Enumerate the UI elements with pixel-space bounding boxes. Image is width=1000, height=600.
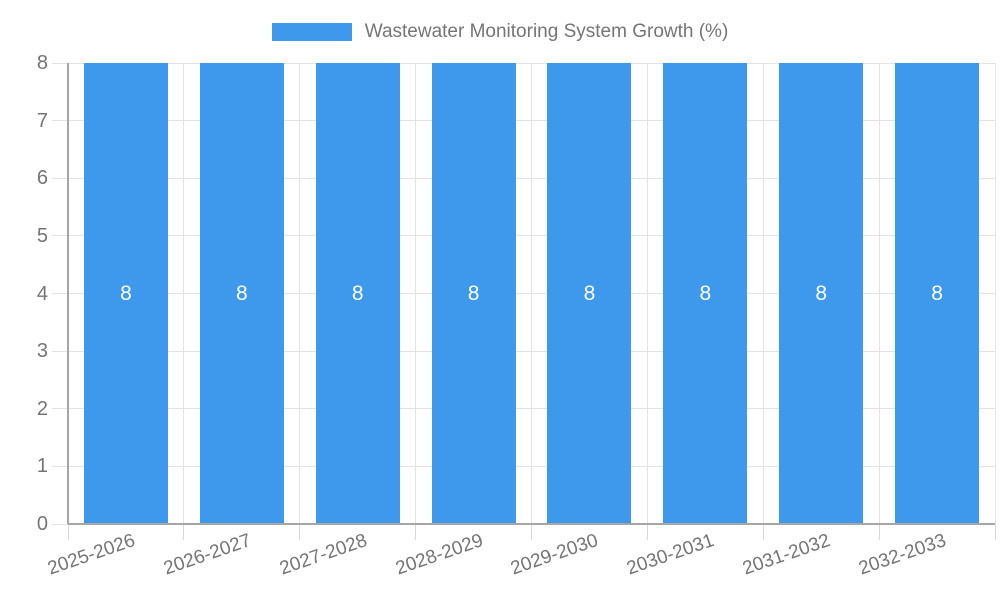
h-gridline — [52, 350, 995, 352]
bar-value-label: 8 — [467, 282, 480, 305]
x-axis-tick — [646, 524, 648, 540]
bar-value-label: 8 — [235, 282, 248, 305]
x-axis-tick — [183, 524, 185, 540]
h-gridline — [52, 235, 995, 237]
v-gridline — [878, 63, 880, 524]
v-gridline — [646, 63, 648, 524]
legend-swatch — [271, 23, 352, 41]
v-gridline — [762, 63, 764, 524]
x-axis-tick — [878, 524, 880, 540]
x-axis-tick — [531, 524, 532, 540]
v-gridline — [531, 63, 532, 524]
y-axis-label: 7 — [36, 109, 48, 132]
y-axis-label: 0 — [36, 513, 48, 535]
x-axis-tick — [762, 524, 764, 540]
bar[interactable]: 8 — [199, 63, 284, 524]
chart-legend: Wastewater Monitoring System Growth (%) — [0, 20, 1000, 44]
bar-value-label: 8 — [815, 282, 828, 305]
bar[interactable]: 8 — [431, 63, 516, 524]
y-axis-label: 5 — [36, 224, 48, 247]
y-axis-label: 3 — [36, 340, 48, 363]
y-axis-label: 4 — [36, 282, 48, 305]
bar-value-label: 8 — [120, 282, 132, 305]
y-axis-label: 6 — [36, 167, 48, 190]
bar[interactable]: 8 — [663, 63, 748, 524]
x-axis-line — [68, 523, 995, 525]
h-gridline — [52, 177, 995, 179]
x-axis-tick — [415, 524, 417, 540]
y-axis-line — [67, 63, 69, 524]
h-gridline — [52, 293, 995, 294]
h-gridline — [52, 408, 995, 410]
v-gridline — [299, 63, 301, 524]
bar[interactable]: 8 — [547, 63, 632, 524]
bar-value-label: 8 — [931, 282, 943, 305]
legend-label: Wastewater Monitoring System Growth (%) — [364, 21, 729, 42]
bar[interactable]: 8 — [779, 63, 864, 524]
h-gridline — [52, 62, 995, 64]
v-gridline — [994, 63, 996, 524]
bar-value-label: 8 — [351, 282, 364, 305]
x-axis-tick — [994, 524, 996, 540]
y-axis-label: 8 — [36, 52, 48, 74]
bar[interactable]: 8 — [895, 63, 980, 524]
v-gridline — [415, 63, 417, 524]
bar[interactable]: 8 — [83, 63, 168, 524]
x-axis-tick — [299, 524, 301, 540]
y-axis-label: 1 — [36, 455, 48, 478]
v-gridline — [183, 63, 185, 524]
y-axis-label: 2 — [36, 397, 48, 420]
h-gridline — [52, 120, 995, 122]
h-gridline — [52, 465, 995, 467]
bar-value-label: 8 — [583, 282, 596, 305]
x-axis-tick — [67, 524, 69, 540]
bar-value-label: 8 — [699, 282, 712, 305]
bar[interactable]: 8 — [315, 63, 400, 524]
